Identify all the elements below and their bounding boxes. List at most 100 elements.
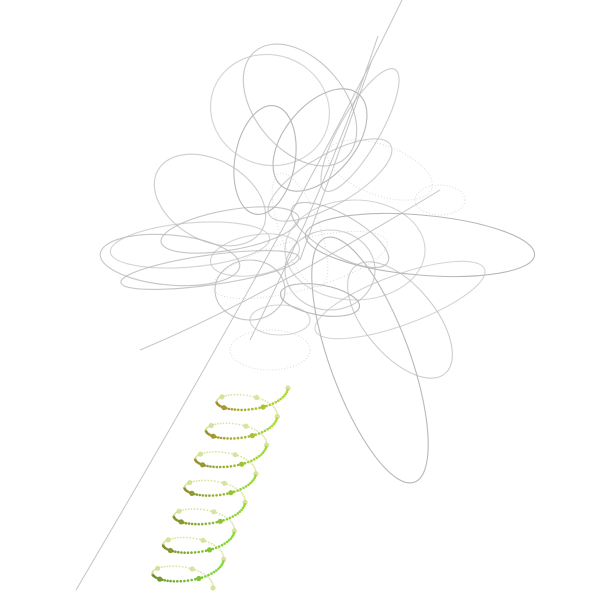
helix-dot bbox=[253, 467, 256, 469]
helix-dot bbox=[227, 407, 231, 411]
helix-dot bbox=[201, 494, 205, 497]
helix-dot bbox=[208, 494, 211, 497]
helix-dot bbox=[184, 521, 188, 525]
helix-dot bbox=[228, 516, 232, 520]
helix-dot bbox=[208, 522, 211, 525]
helix-dot bbox=[252, 465, 255, 467]
helix-dot bbox=[222, 436, 226, 440]
helix-dot bbox=[190, 578, 193, 582]
helix-dot bbox=[286, 388, 289, 392]
helix-dot bbox=[229, 484, 232, 487]
helix-dot bbox=[174, 550, 177, 553]
helix-dot bbox=[200, 537, 206, 544]
helix-dot bbox=[205, 540, 208, 543]
helix-dot bbox=[231, 452, 233, 455]
helix-dot bbox=[190, 551, 193, 554]
helix-dot bbox=[195, 480, 198, 482]
loop bbox=[414, 184, 466, 216]
helix-dot bbox=[180, 551, 183, 554]
helix-dot bbox=[229, 465, 233, 468]
helix-dot bbox=[262, 434, 264, 437]
helix-dot bbox=[218, 513, 221, 515]
helix-dot bbox=[239, 393, 242, 396]
helix-dot bbox=[253, 476, 257, 479]
helix-dot bbox=[211, 581, 213, 584]
helix-dot bbox=[211, 509, 217, 515]
helix-dot bbox=[184, 508, 187, 511]
helix-dot bbox=[177, 550, 180, 554]
helix-dot bbox=[225, 422, 228, 425]
helix-dot bbox=[251, 480, 254, 483]
helix-dot bbox=[238, 510, 242, 513]
helix-dot bbox=[226, 437, 229, 440]
loop bbox=[279, 283, 361, 317]
loop bbox=[214, 259, 286, 321]
helix-dot bbox=[160, 566, 163, 568]
helix-dot bbox=[210, 479, 213, 482]
helix-dot bbox=[261, 398, 264, 401]
helix-dot bbox=[268, 426, 272, 430]
helix-dot bbox=[266, 401, 269, 404]
helix-dot bbox=[252, 395, 255, 398]
loop bbox=[314, 260, 486, 340]
helix-dot bbox=[169, 579, 172, 583]
helix-dot bbox=[236, 463, 240, 467]
helix-dot bbox=[270, 424, 274, 428]
helix-dot bbox=[257, 454, 261, 458]
helix-dot bbox=[181, 566, 184, 568]
helix-dot bbox=[245, 458, 248, 461]
helix-dot bbox=[281, 396, 285, 399]
loop bbox=[272, 88, 368, 192]
helix-dot bbox=[219, 422, 222, 425]
helix-dot bbox=[213, 480, 216, 482]
helix-dot bbox=[254, 469, 257, 471]
helix-dot bbox=[186, 579, 190, 582]
helix-dot bbox=[223, 395, 225, 398]
helix-dot bbox=[264, 400, 267, 402]
helix-dot bbox=[243, 497, 246, 500]
helix-dot bbox=[153, 569, 156, 571]
helix-dot bbox=[185, 483, 188, 486]
helix-dot bbox=[274, 419, 278, 422]
helix-dot bbox=[172, 580, 176, 583]
helix-dot bbox=[183, 579, 186, 583]
helix-dot bbox=[203, 451, 206, 454]
helix-dot bbox=[176, 508, 182, 514]
loop bbox=[209, 233, 301, 277]
helix-dot bbox=[242, 486, 245, 490]
helix-dot bbox=[272, 422, 276, 426]
helix-dot bbox=[269, 403, 271, 405]
helix-dot bbox=[174, 537, 177, 539]
helix-dot bbox=[226, 517, 229, 520]
helix-dot bbox=[194, 569, 197, 571]
helix-dot bbox=[228, 422, 231, 425]
helix-dot bbox=[165, 537, 171, 543]
helix-dot bbox=[266, 428, 269, 431]
helix-dot bbox=[244, 485, 248, 488]
helix-dot bbox=[242, 504, 246, 508]
helix-dot bbox=[190, 522, 194, 526]
helix-dot bbox=[252, 458, 256, 461]
helix-dot bbox=[243, 457, 245, 459]
helix-dot bbox=[243, 408, 247, 412]
helix-dot bbox=[241, 506, 245, 510]
helix-dot bbox=[227, 538, 231, 542]
helix-dot bbox=[210, 572, 213, 575]
helix-dot bbox=[169, 538, 172, 540]
helix-dot bbox=[232, 452, 238, 458]
helix-dot bbox=[204, 549, 208, 552]
helix-dot bbox=[200, 576, 204, 579]
helix-dot bbox=[190, 508, 193, 510]
helix-dot bbox=[186, 551, 190, 554]
helix-dot bbox=[187, 522, 191, 525]
helix-dot bbox=[218, 493, 222, 497]
helix-dot bbox=[231, 522, 234, 525]
helix-dot bbox=[211, 494, 215, 497]
helix-dot bbox=[197, 522, 200, 526]
helix-dot bbox=[233, 464, 236, 468]
helix-dot bbox=[231, 515, 235, 518]
helix-dot bbox=[187, 480, 193, 486]
helix-dot bbox=[260, 433, 263, 435]
helix-dot bbox=[209, 465, 212, 468]
helix-dot bbox=[217, 436, 220, 439]
